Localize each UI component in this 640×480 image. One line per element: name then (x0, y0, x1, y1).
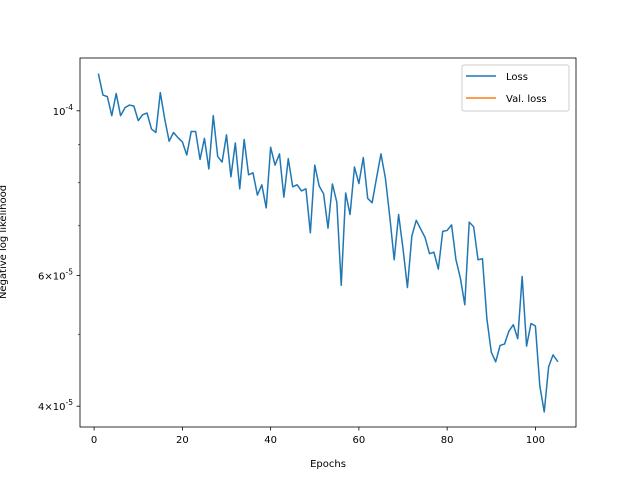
x-tick-label: 80 (441, 435, 454, 446)
y-tick-label: 6×10-5 (38, 267, 73, 282)
y-tick-label: 4×10-5 (38, 398, 73, 413)
legend-label-loss: Loss (506, 72, 528, 83)
series-line-loss (97, 73, 559, 413)
x-tick-label: 40 (264, 435, 277, 446)
plot-area (79, 57, 577, 428)
x-tick-label: 100 (526, 435, 545, 446)
x-axis: 0 20 40 60 80 100 (91, 427, 545, 446)
y-axis-label: Negative log likelihood (0, 185, 9, 299)
y-axis: 10-4 6×10-5 4×10-5 (38, 103, 80, 413)
series-layer (97, 73, 559, 413)
legend: Loss Val. loss (461, 64, 570, 112)
axes-frame (79, 57, 577, 428)
x-tick-label: 0 (91, 435, 97, 446)
x-tick-label: 20 (176, 435, 189, 446)
legend-label-val-loss: Val. loss (506, 94, 547, 105)
x-axis-label: Epochs (310, 459, 346, 470)
x-tick-label: 60 (353, 435, 366, 446)
y-tick-label: 10-4 (53, 103, 73, 118)
